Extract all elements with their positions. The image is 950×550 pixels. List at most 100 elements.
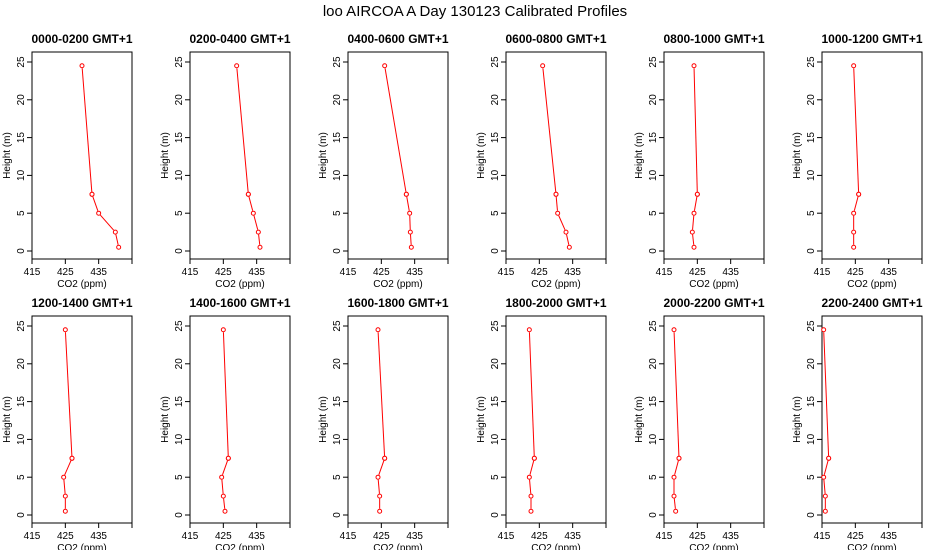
- data-point: [694, 191, 700, 197]
- y-axis-label: Height (m): [634, 132, 645, 179]
- data-point: [553, 191, 559, 197]
- y-tick-label: 15: [648, 132, 659, 144]
- data-point: [234, 63, 240, 69]
- y-tick-label: 10: [332, 169, 343, 181]
- x-tick-label: 425: [531, 531, 548, 542]
- y-tick-label: 10: [648, 169, 659, 181]
- plot-frame: [821, 51, 923, 260]
- y-tick-label: 5: [174, 474, 185, 480]
- y-tick-label: 25: [174, 56, 185, 68]
- data-point: [526, 327, 532, 333]
- y-tick-label: 0: [332, 248, 343, 254]
- y-tick-label: 10: [490, 169, 501, 181]
- series-segment: [223, 498, 226, 509]
- series-segment: [99, 214, 115, 231]
- x-axis-label: CO2 (ppm): [57, 543, 106, 550]
- x-axis-label: CO2 (ppm): [373, 279, 422, 290]
- data-point: [407, 210, 413, 216]
- data-point: [540, 63, 546, 69]
- x-tick-label: 415: [24, 267, 41, 278]
- y-tick-label: 20: [332, 358, 343, 370]
- series-segment: [693, 196, 698, 211]
- data-point: [116, 244, 122, 250]
- x-tick-label: 435: [880, 531, 897, 542]
- data-point: [220, 327, 226, 333]
- data-point: [528, 508, 534, 514]
- y-tick-label: 0: [16, 248, 27, 254]
- y-tick-label: 15: [174, 132, 185, 144]
- series-segment: [692, 234, 695, 245]
- series-segment: [248, 196, 254, 211]
- data-point: [96, 210, 102, 216]
- data-point: [225, 455, 231, 461]
- x-tick-label: 435: [406, 267, 423, 278]
- series-segment: [377, 479, 380, 494]
- panel-title: 0800-1000 GMT+1: [663, 32, 764, 46]
- data-point: [851, 229, 857, 235]
- x-tick-label: 435: [248, 531, 265, 542]
- x-axis-label: CO2 (ppm): [215, 543, 264, 550]
- x-tick-label: 435: [880, 267, 897, 278]
- x-axis-label: CO2 (ppm): [531, 279, 580, 290]
- plot-frame: [821, 315, 923, 524]
- y-tick-label: 15: [174, 396, 185, 408]
- figure-title: loo AIRCOA A Day 130123 Calibrated Profi…: [323, 3, 627, 20]
- plot-frame: [505, 51, 607, 260]
- data-point: [563, 229, 569, 235]
- panel-title: 1200-1400 GMT+1: [31, 296, 132, 310]
- series-segment: [529, 460, 535, 475]
- y-tick-label: 15: [490, 396, 501, 408]
- chart-panel-11: 2000-2200 GMT+1 415 425 435 0 5 10 15 20 25 CO2 (p…: [634, 296, 765, 550]
- data-point: [526, 474, 532, 480]
- series-segment: [409, 234, 412, 245]
- data-point: [821, 327, 827, 333]
- plot-frame: [189, 51, 291, 260]
- y-axis-label: Height (m): [476, 132, 487, 179]
- y-tick-label: 15: [332, 396, 343, 408]
- series-segment: [222, 332, 229, 456]
- panel-title: 1400-1600 GMT+1: [189, 296, 290, 310]
- y-tick-label: 20: [806, 94, 817, 106]
- y-tick-label: 20: [16, 358, 27, 370]
- x-tick-label: 435: [406, 531, 423, 542]
- y-axis-label: Height (m): [634, 396, 645, 443]
- series-segment: [558, 215, 566, 231]
- x-tick-label: 415: [656, 267, 673, 278]
- data-point: [62, 327, 68, 333]
- y-tick-label: 5: [16, 474, 27, 480]
- data-point: [112, 229, 118, 235]
- x-tick-label: 425: [57, 531, 74, 542]
- y-tick-label: 15: [332, 132, 343, 144]
- x-tick-label: 425: [373, 531, 390, 542]
- y-tick-label: 25: [648, 56, 659, 68]
- series-segment: [253, 215, 259, 230]
- y-tick-label: 20: [174, 358, 185, 370]
- series-segment: [853, 196, 859, 211]
- y-tick-label: 10: [174, 169, 185, 181]
- series-segment: [674, 460, 679, 475]
- y-tick-label: 0: [174, 512, 185, 518]
- series-segment: [566, 234, 570, 245]
- x-tick-label: 435: [722, 531, 739, 542]
- chart-panel-2: 0200-0400 GMT+1 415 425 435 0 5 10 15 20 25 CO2 (p…: [160, 32, 291, 290]
- data-point: [219, 474, 225, 480]
- plot-frame: [189, 315, 291, 524]
- y-axis-label: Height (m): [476, 396, 487, 443]
- y-tick-label: 20: [648, 94, 659, 106]
- y-tick-label: 10: [648, 433, 659, 445]
- y-tick-label: 15: [16, 132, 27, 144]
- data-point: [566, 244, 572, 250]
- y-tick-label: 25: [806, 56, 817, 68]
- plot-frame: [505, 315, 607, 524]
- data-point: [257, 244, 263, 250]
- y-tick-label: 0: [490, 248, 501, 254]
- data-point: [62, 508, 68, 514]
- y-tick-label: 25: [16, 56, 27, 68]
- plot-frame: [347, 51, 449, 260]
- series-segment: [92, 196, 99, 212]
- chart-panel-3: 0400-0600 GMT+1 415 425 435 0 5 10 15 20 25 CO2 (p…: [318, 32, 449, 290]
- y-tick-label: 5: [648, 210, 659, 216]
- data-point: [671, 327, 677, 333]
- series-segment: [221, 479, 224, 494]
